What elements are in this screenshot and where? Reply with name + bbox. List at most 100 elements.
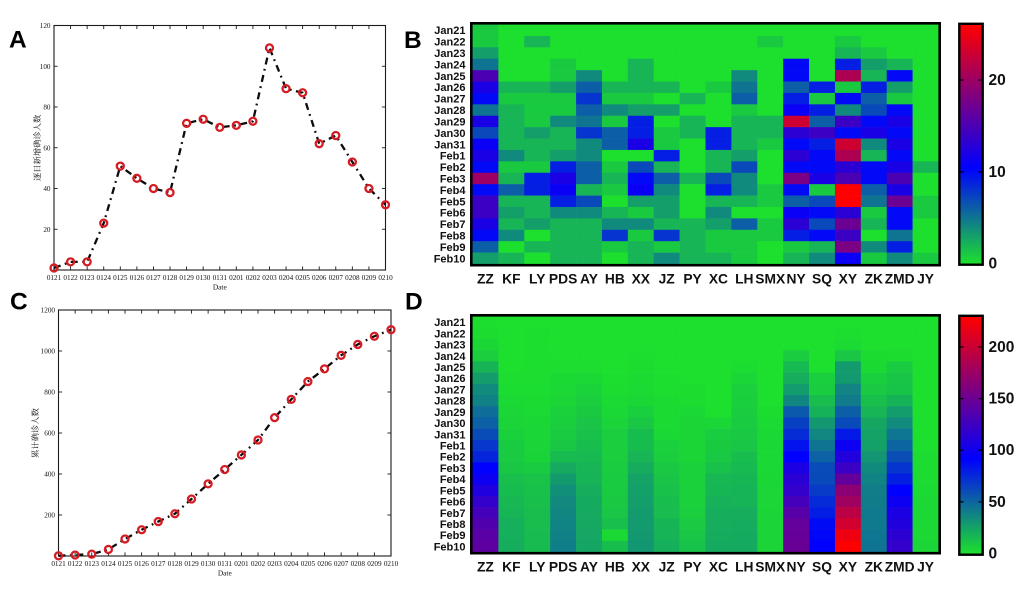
svg-text:Jan28: Jan28 [434,105,465,117]
svg-text:Feb6: Feb6 [440,208,466,220]
svg-text:ZZ: ZZ [477,560,494,575]
svg-text:400: 400 [44,471,55,479]
svg-text:PY: PY [683,272,701,287]
svg-text:0: 0 [989,546,998,563]
svg-text:50: 50 [989,494,1006,511]
svg-text:LH: LH [735,560,753,575]
svg-text:Jan30: Jan30 [434,418,465,430]
svg-text:Jan25: Jan25 [434,71,465,83]
svg-text:Feb8: Feb8 [440,519,466,531]
svg-text:80: 80 [43,104,51,112]
svg-text:HB: HB [605,272,625,287]
svg-text:0210: 0210 [384,560,399,568]
svg-text:0126: 0126 [130,274,145,282]
svg-text:800: 800 [44,389,55,397]
svg-text:0130: 0130 [201,560,216,568]
svg-text:Jan23: Jan23 [434,340,465,352]
svg-text:Feb4: Feb4 [440,185,467,197]
svg-text:0126: 0126 [134,560,149,568]
svg-text:SQ: SQ [812,272,832,287]
svg-text:C: C [10,289,28,316]
svg-text:Feb9: Feb9 [440,242,466,254]
svg-text:200: 200 [44,512,55,520]
svg-text:NY: NY [787,272,806,287]
svg-text:0208: 0208 [345,274,360,282]
svg-text:Jan31: Jan31 [434,429,465,441]
svg-text:KF: KF [502,272,520,287]
svg-text:LY: LY [529,560,545,575]
svg-text:JZ: JZ [659,272,676,287]
svg-text:0206: 0206 [312,274,327,282]
svg-text:ZK: ZK [865,272,883,287]
svg-text:0210: 0210 [378,274,393,282]
svg-text:Jan21: Jan21 [434,317,465,329]
svg-text:AY: AY [580,272,598,287]
svg-text:SMX: SMX [755,560,786,575]
svg-text:0122: 0122 [63,274,78,282]
svg-text:XC: XC [709,272,728,287]
svg-text:0204: 0204 [284,560,299,568]
svg-text:Jan29: Jan29 [434,116,465,128]
svg-text:Feb2: Feb2 [440,452,466,464]
svg-text:0121: 0121 [51,560,66,568]
svg-text:Jan31: Jan31 [434,139,465,151]
svg-text:0128: 0128 [168,560,183,568]
svg-text:200: 200 [989,339,1015,356]
svg-text:LY: LY [529,272,545,287]
svg-text:Jan24: Jan24 [434,59,466,71]
svg-text:0203: 0203 [262,274,277,282]
svg-text:NY: NY [787,560,806,575]
svg-text:0203: 0203 [267,560,282,568]
svg-text:0201: 0201 [229,274,244,282]
svg-text:Jan28: Jan28 [434,396,465,408]
svg-text:SQ: SQ [812,560,832,575]
svg-text:0129: 0129 [184,560,199,568]
svg-text:Jan22: Jan22 [434,37,465,49]
svg-text:Feb10: Feb10 [434,541,466,553]
svg-text:Jan26: Jan26 [434,373,465,385]
svg-text:100: 100 [40,63,51,71]
svg-text:100: 100 [989,442,1015,459]
svg-text:Feb6: Feb6 [440,497,466,509]
svg-text:JY: JY [917,272,934,287]
svg-text:20: 20 [43,226,51,234]
svg-text:0208: 0208 [351,560,366,568]
svg-text:SMX: SMX [755,272,786,287]
svg-text:Feb3: Feb3 [440,463,466,475]
svg-text:0204: 0204 [279,274,294,282]
svg-text:0127: 0127 [151,560,166,568]
svg-text:Feb1: Feb1 [440,151,466,163]
svg-text:Feb4: Feb4 [440,474,467,486]
svg-text:Date: Date [218,569,233,578]
svg-text:XX: XX [632,272,651,287]
svg-text:ZMD: ZMD [885,272,915,287]
svg-text:Feb7: Feb7 [440,508,466,520]
svg-text:20: 20 [989,72,1006,89]
svg-text:0: 0 [989,256,998,273]
svg-text:0131: 0131 [218,560,233,568]
svg-text:Jan25: Jan25 [434,362,465,374]
svg-text:1000: 1000 [41,348,56,356]
svg-text:PDS: PDS [549,272,577,287]
svg-text:ZZ: ZZ [477,272,494,287]
svg-text:Feb2: Feb2 [440,162,466,174]
svg-text:JZ: JZ [659,560,676,575]
svg-text:1200: 1200 [41,307,56,315]
svg-text:PY: PY [683,560,701,575]
svg-text:0124: 0124 [101,560,116,568]
svg-text:0125: 0125 [113,274,128,282]
svg-text:KF: KF [502,560,520,575]
svg-text:PDS: PDS [549,560,577,575]
svg-text:0127: 0127 [146,274,161,282]
svg-text:10: 10 [989,164,1006,181]
svg-text:Feb1: Feb1 [440,440,466,452]
svg-text:Feb7: Feb7 [440,219,466,231]
svg-text:40: 40 [43,185,51,193]
svg-text:600: 600 [44,430,55,438]
svg-text:Jan26: Jan26 [434,82,465,94]
svg-text:0123: 0123 [80,274,95,282]
svg-text:ZK: ZK [865,560,883,575]
svg-text:0122: 0122 [68,560,83,568]
svg-text:0129: 0129 [179,274,194,282]
svg-text:Jan27: Jan27 [434,94,465,106]
